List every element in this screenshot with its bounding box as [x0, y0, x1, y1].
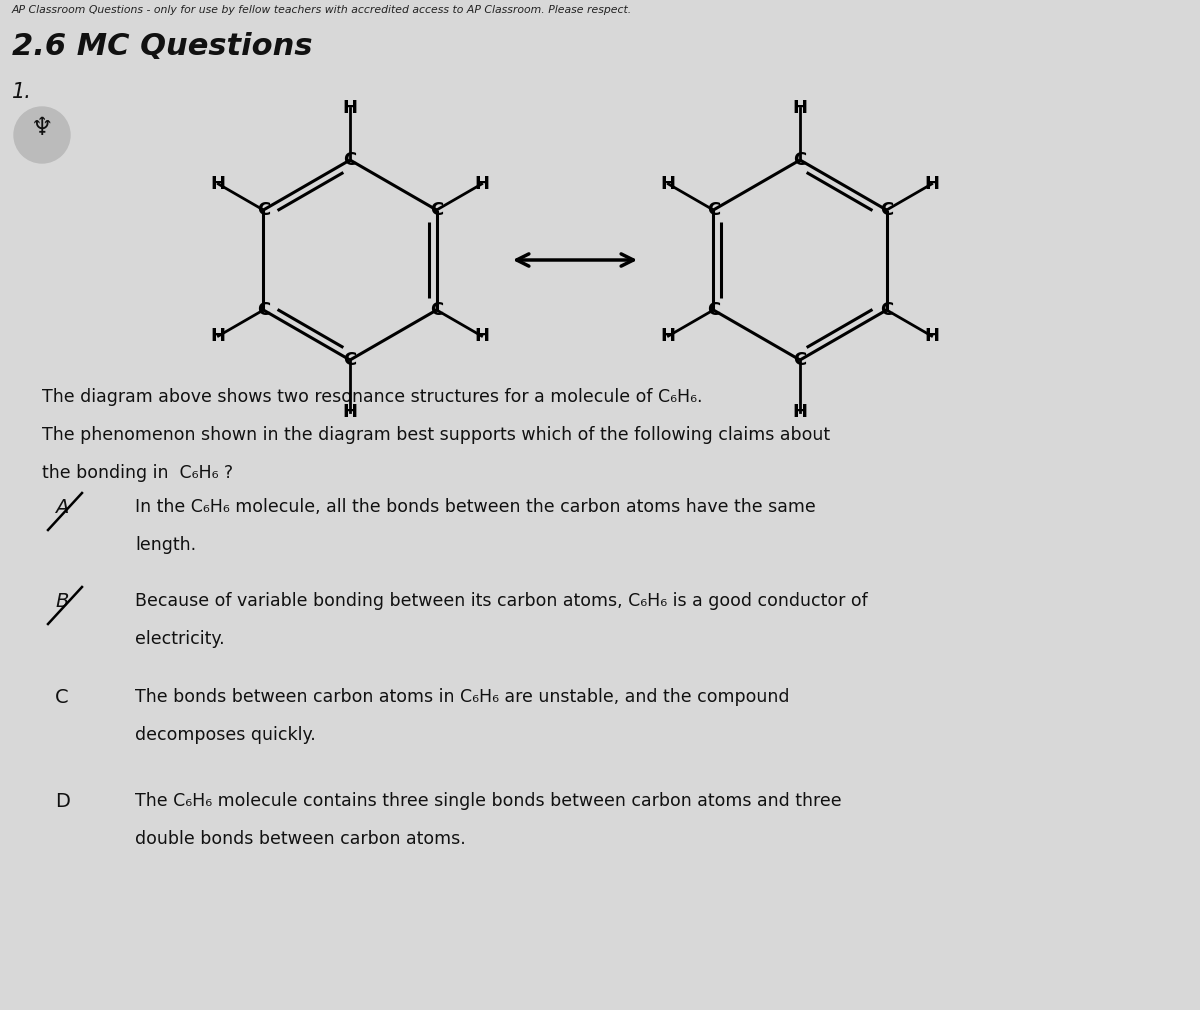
Text: H: H	[211, 327, 226, 345]
Text: C: C	[793, 351, 806, 369]
Text: H: H	[342, 403, 358, 421]
Text: In the C₆H₆ molecule, all the bonds between the carbon atoms have the same: In the C₆H₆ molecule, all the bonds betw…	[134, 498, 816, 516]
Text: H: H	[924, 327, 940, 345]
Text: C: C	[430, 201, 443, 219]
Text: H: H	[792, 99, 808, 117]
Text: Because of variable bonding between its carbon atoms, C₆H₆ is a good conductor o: Because of variable bonding between its …	[134, 592, 868, 610]
Text: C: C	[343, 152, 356, 169]
Text: C: C	[55, 688, 68, 707]
Text: C: C	[793, 152, 806, 169]
Text: double bonds between carbon atoms.: double bonds between carbon atoms.	[134, 830, 466, 848]
Text: A: A	[55, 498, 68, 517]
Text: The C₆H₆ molecule contains three single bonds between carbon atoms and three: The C₆H₆ molecule contains three single …	[134, 792, 841, 810]
Text: length.: length.	[134, 536, 196, 554]
Text: C: C	[257, 301, 270, 319]
Text: The diagram above shows two resonance structures for a molecule of C₆H₆.: The diagram above shows two resonance st…	[42, 388, 702, 406]
Text: ♆: ♆	[31, 116, 53, 140]
Text: C: C	[880, 301, 893, 319]
Text: H: H	[211, 175, 226, 193]
Text: H: H	[924, 175, 940, 193]
Text: H: H	[661, 327, 676, 345]
Circle shape	[14, 107, 70, 163]
Text: AP Classroom Questions - only for use by fellow teachers with accredited access : AP Classroom Questions - only for use by…	[12, 5, 632, 15]
Text: The phenomenon shown in the diagram best supports which of the following claims : The phenomenon shown in the diagram best…	[42, 426, 830, 444]
Text: The bonds between carbon atoms in C₆H₆ are unstable, and the compound: The bonds between carbon atoms in C₆H₆ a…	[134, 688, 790, 706]
Text: C: C	[707, 201, 720, 219]
Text: electricity.: electricity.	[134, 630, 224, 648]
Text: C: C	[343, 351, 356, 369]
Text: decomposes quickly.: decomposes quickly.	[134, 726, 316, 744]
Text: 2.6 MC Questions: 2.6 MC Questions	[12, 32, 312, 61]
Text: H: H	[792, 403, 808, 421]
Text: H: H	[342, 99, 358, 117]
Text: C: C	[707, 301, 720, 319]
Text: H: H	[661, 175, 676, 193]
Text: C: C	[880, 201, 893, 219]
Text: H: H	[474, 175, 490, 193]
Text: B: B	[55, 592, 68, 611]
Text: 1.: 1.	[12, 82, 32, 102]
Text: H: H	[474, 327, 490, 345]
Text: the bonding in  C₆H₆ ?: the bonding in C₆H₆ ?	[42, 464, 233, 482]
Text: C: C	[430, 301, 443, 319]
Text: C: C	[257, 201, 270, 219]
Text: D: D	[55, 792, 70, 811]
